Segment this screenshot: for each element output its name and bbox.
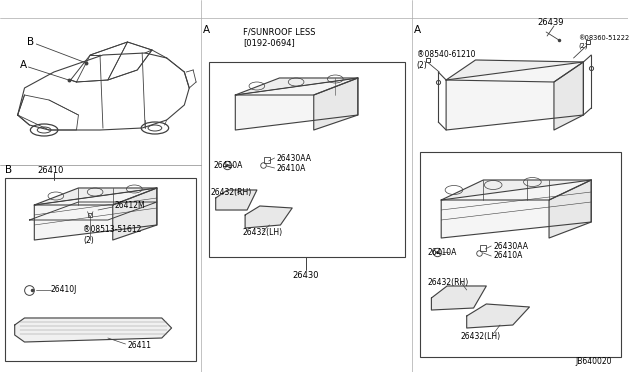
Polygon shape (35, 188, 157, 205)
Text: 26432(RH): 26432(RH) (428, 278, 468, 286)
Text: ®08360-51222
(2): ®08360-51222 (2) (579, 35, 630, 49)
Text: ®08540-61210
(2): ®08540-61210 (2) (417, 50, 475, 70)
Text: 26410J: 26410J (51, 285, 77, 295)
Polygon shape (314, 78, 358, 130)
Text: F/SUNROOF LESS
[0192-0694]: F/SUNROOF LESS [0192-0694] (243, 27, 316, 47)
Polygon shape (554, 62, 584, 130)
Polygon shape (29, 202, 157, 220)
Polygon shape (431, 286, 486, 310)
Ellipse shape (141, 122, 169, 134)
Polygon shape (236, 78, 358, 130)
Text: A: A (413, 25, 421, 35)
Text: 26430AA: 26430AA (493, 241, 528, 250)
Polygon shape (446, 62, 584, 130)
Polygon shape (446, 60, 584, 82)
Text: 26432(RH): 26432(RH) (211, 187, 252, 196)
Polygon shape (113, 188, 157, 240)
Text: B: B (28, 37, 35, 47)
Text: 26412M: 26412M (115, 201, 145, 209)
Polygon shape (441, 180, 591, 200)
Text: 26410: 26410 (37, 166, 63, 174)
Text: JB640020: JB640020 (575, 357, 612, 366)
Text: ®08513-51612
(2): ®08513-51612 (2) (83, 225, 141, 245)
Text: 26410A: 26410A (428, 247, 457, 257)
Ellipse shape (30, 124, 58, 136)
Bar (420, 152, 621, 357)
Polygon shape (467, 304, 529, 328)
Text: B: B (5, 165, 12, 175)
Text: A: A (20, 60, 27, 70)
Text: 26432(LH): 26432(LH) (461, 331, 501, 340)
Text: 26410A: 26410A (493, 251, 522, 260)
Text: 26410A: 26410A (276, 164, 306, 173)
Polygon shape (15, 318, 172, 342)
Polygon shape (245, 206, 292, 228)
Text: 26430: 26430 (292, 272, 319, 280)
Polygon shape (35, 188, 157, 240)
Text: 26432(LH): 26432(LH) (242, 228, 282, 237)
Polygon shape (236, 78, 358, 95)
Bar (5, 178, 196, 361)
Bar (209, 62, 405, 257)
Text: 26410A: 26410A (214, 160, 243, 170)
Text: 26430AA: 26430AA (276, 154, 312, 163)
Text: 26439: 26439 (538, 17, 564, 26)
Text: 26411: 26411 (127, 340, 152, 350)
Polygon shape (549, 180, 591, 238)
Polygon shape (216, 190, 257, 210)
Polygon shape (441, 180, 591, 238)
Text: A: A (203, 25, 210, 35)
